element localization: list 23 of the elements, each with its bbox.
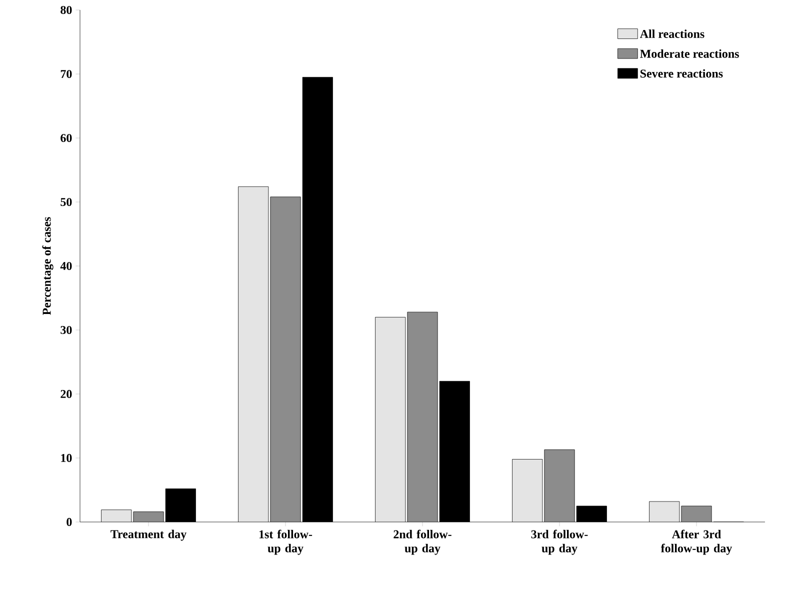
y-tick-label: 80 bbox=[60, 6, 72, 14]
y-tick-label: 20 bbox=[60, 390, 72, 398]
y-tick-label: 30 bbox=[60, 326, 72, 334]
x-tick-label: 3rd follow-up day bbox=[531, 530, 588, 555]
bar bbox=[512, 459, 542, 522]
bar bbox=[375, 317, 406, 522]
x-tick-label: 2nd follow-up day bbox=[394, 530, 452, 555]
bar bbox=[238, 186, 268, 522]
legend-label: Severe reactions bbox=[640, 69, 723, 78]
legend-label: All reactions bbox=[640, 30, 704, 38]
x-tick-label: Treatment day bbox=[110, 530, 186, 541]
y-tick-label: 50 bbox=[60, 198, 72, 206]
legend-label: Moderate reactions bbox=[640, 49, 739, 58]
y-tick-label: 0 bbox=[66, 518, 72, 526]
x-tick-label: After 3rd follow-up day bbox=[660, 530, 732, 555]
y-tick-label: 70 bbox=[60, 70, 72, 78]
y-tick-label: 40 bbox=[60, 262, 72, 270]
y-axis-title: Percentage of cases bbox=[42, 217, 54, 315]
y-tick-label: 10 bbox=[61, 454, 72, 462]
bar bbox=[649, 501, 680, 522]
x-tick-label: 1st follow-up day bbox=[259, 530, 312, 555]
bar bbox=[101, 510, 132, 522]
y-tick-label: 60 bbox=[60, 134, 72, 142]
